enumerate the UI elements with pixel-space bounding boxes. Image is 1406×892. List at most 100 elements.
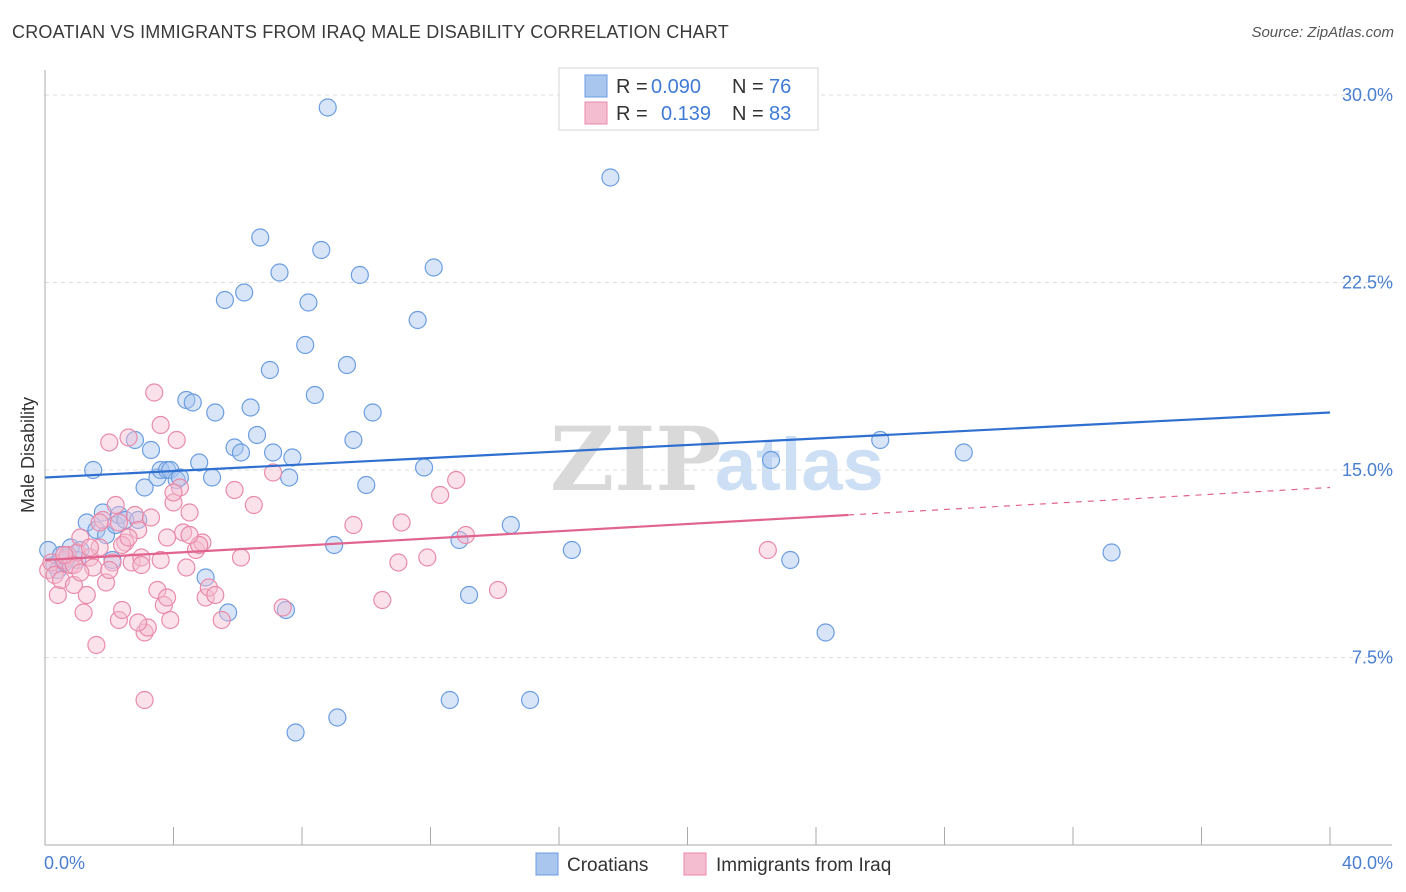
x-tick-label: 0.0%: [44, 853, 85, 873]
y-axis-label: Male Disability: [18, 397, 38, 513]
data-point: [164, 493, 183, 512]
data-point: [141, 508, 161, 527]
data-point: [157, 588, 177, 607]
data-point: [954, 443, 973, 462]
x-tick-labels: 0.0% 40.0%: [44, 853, 1393, 873]
data-point: [408, 310, 427, 330]
data-point: [125, 505, 145, 525]
chart-source: Source: ZipAtlas.com: [1251, 24, 1394, 41]
data-points: [39, 98, 1121, 742]
data-point: [100, 433, 119, 452]
data-point: [148, 580, 167, 600]
legend-croatians-label: Croatians: [567, 855, 648, 876]
data-point: [373, 590, 392, 610]
data-point: [357, 475, 376, 495]
data-point: [196, 568, 215, 587]
data-point: [247, 425, 267, 445]
data-point: [520, 690, 540, 710]
data-point: [157, 528, 177, 547]
data-point: [299, 293, 318, 312]
iraq-points: [39, 383, 777, 710]
data-point: [337, 355, 357, 375]
data-point: [151, 415, 170, 435]
y-tick-labels: 7.5% 15.0% 22.5% 30.0%: [1342, 85, 1393, 668]
data-point: [273, 598, 292, 617]
y-tick-label: 15.0%: [1342, 460, 1393, 480]
data-point: [270, 263, 289, 282]
croatians-n-label: N =: [732, 76, 764, 98]
data-point: [109, 513, 128, 532]
data-point: [145, 383, 164, 402]
iraq-trend-line: [44, 513, 849, 562]
data-point: [263, 443, 283, 462]
data-point: [119, 428, 138, 447]
data-point: [151, 460, 170, 480]
data-point: [440, 690, 459, 710]
data-point: [312, 240, 331, 260]
data-point: [132, 555, 151, 575]
data-point: [263, 463, 283, 482]
axes: [44, 70, 1392, 846]
data-point: [283, 448, 302, 467]
data-point: [190, 535, 209, 555]
data-point: [87, 635, 106, 655]
data-point: [244, 495, 263, 515]
data-point: [71, 528, 90, 547]
data-point: [280, 468, 299, 487]
data-point: [177, 558, 196, 577]
data-point: [161, 610, 180, 630]
data-point: [418, 548, 437, 567]
data-point: [431, 485, 450, 505]
stats-legend: R = 0.090 N = 76 R = 0.139 N = 83: [558, 67, 819, 131]
chart-title: CROATIAN VS IMMIGRANTS FROM IRAQ MALE DI…: [12, 22, 729, 42]
y-tick-label: 22.5%: [1342, 273, 1393, 293]
data-point: [414, 458, 434, 477]
data-point: [138, 618, 157, 637]
data-point: [100, 560, 119, 580]
y-tick-label: 30.0%: [1342, 85, 1393, 105]
trend-lines: [44, 411, 1331, 562]
data-point: [501, 515, 520, 535]
data-point: [761, 450, 781, 470]
data-point: [424, 258, 443, 277]
croatians-swatch: [584, 74, 608, 98]
data-point: [328, 708, 347, 727]
data-point: [183, 393, 202, 412]
legend-croatians-swatch: [535, 852, 559, 876]
data-point: [180, 525, 199, 545]
iraq-trend-extension: [848, 486, 1331, 516]
data-point: [447, 470, 466, 490]
data-point: [225, 480, 244, 500]
watermark-zip: ZIP: [550, 407, 722, 511]
data-point: [64, 555, 84, 575]
data-point: [241, 398, 260, 417]
data-point: [231, 443, 251, 462]
data-point: [601, 168, 620, 187]
data-point: [71, 563, 90, 582]
data-point: [109, 610, 128, 630]
data-point: [296, 335, 315, 355]
data-point: [74, 603, 93, 622]
data-point: [206, 585, 225, 605]
data-point: [392, 513, 411, 532]
data-point: [135, 690, 154, 710]
data-point: [202, 468, 222, 487]
data-point: [112, 535, 132, 555]
croatians-trend-line: [44, 411, 1331, 479]
data-point: [758, 540, 777, 560]
data-point: [167, 430, 186, 450]
data-point: [132, 548, 151, 567]
data-point: [106, 495, 125, 515]
data-point: [318, 98, 337, 117]
croatians-r-label: R =: [616, 76, 648, 98]
data-point: [276, 600, 296, 620]
data-point: [164, 483, 183, 502]
data-point: [129, 520, 148, 540]
data-point: [135, 478, 154, 497]
data-point: [235, 283, 254, 302]
data-point: [55, 545, 74, 565]
iraq-r-value: 0.139: [661, 103, 711, 125]
iraq-n-label: N =: [732, 103, 764, 125]
data-point: [251, 228, 270, 247]
data-point: [219, 603, 238, 622]
